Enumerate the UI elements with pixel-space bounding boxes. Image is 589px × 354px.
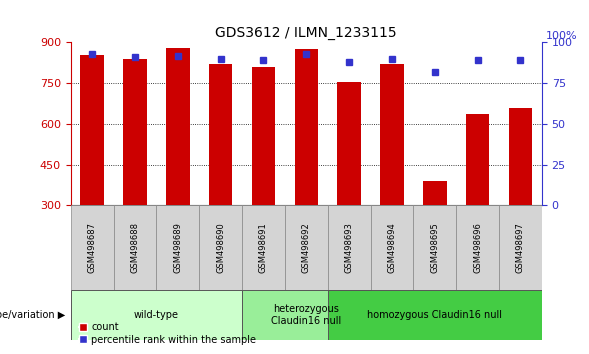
Bar [380,64,403,205]
Bar [71,205,114,290]
Bar [327,290,542,340]
Text: homozygous Claudin16 null: homozygous Claudin16 null [368,310,502,320]
Bar [123,59,147,205]
Text: GSM498689: GSM498689 [173,222,182,273]
Bar [337,82,361,205]
Text: 100%: 100% [546,31,578,41]
Text: GSM498695: GSM498695 [431,222,439,273]
Text: GSM498690: GSM498690 [216,222,225,273]
Bar [114,205,156,290]
Text: genotype/variation ▶: genotype/variation ▶ [0,310,65,320]
Text: GSM498696: GSM498696 [473,222,482,273]
Bar [242,205,285,290]
Bar [285,205,327,290]
Text: GSM498693: GSM498693 [345,222,353,273]
Bar [509,108,532,205]
Bar [294,49,318,205]
Bar [252,67,275,205]
Text: GSM498687: GSM498687 [88,222,97,273]
Text: wild-type: wild-type [134,310,179,320]
Bar [413,205,456,290]
Text: GSM498697: GSM498697 [516,222,525,273]
Text: GSM498692: GSM498692 [302,222,311,273]
Bar [423,181,446,205]
Bar [466,114,489,205]
Bar [199,205,242,290]
Bar [242,290,370,340]
Bar [156,205,199,290]
Bar [327,205,370,290]
Text: heterozygous
Claudin16 null: heterozygous Claudin16 null [271,304,342,326]
Title: GDS3612 / ILMN_1233115: GDS3612 / ILMN_1233115 [216,26,397,40]
Bar [499,205,542,290]
Bar [71,290,242,340]
Text: GSM498691: GSM498691 [259,222,268,273]
Bar [209,64,233,205]
Text: GSM498694: GSM498694 [388,222,396,273]
Bar [166,48,190,205]
Bar [370,205,413,290]
Text: GSM498688: GSM498688 [130,222,140,273]
Bar [456,205,499,290]
Bar [80,55,104,205]
Legend: count, percentile rank within the sample: count, percentile rank within the sample [75,318,260,349]
